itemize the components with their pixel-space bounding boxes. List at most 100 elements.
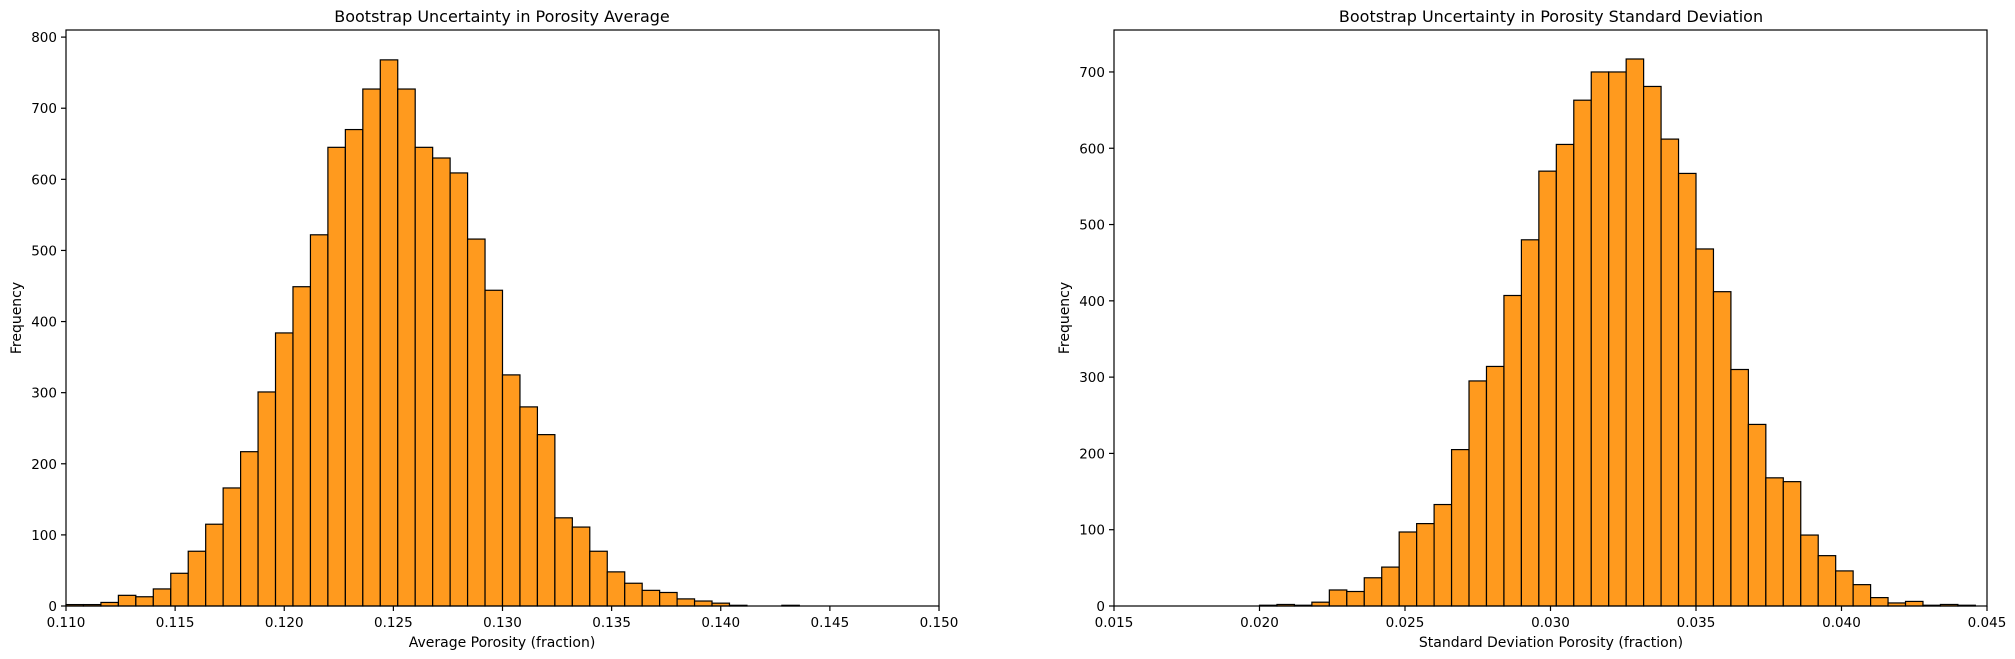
x-axis-label: Standard Deviation Porosity (fraction) [1419, 635, 1683, 651]
histogram-bar-32 [1817, 555, 1837, 607]
histogram-bar-31 [606, 571, 626, 607]
x-tick-label: 0.140 [701, 615, 740, 631]
y-tick-label: 500 [31, 243, 57, 259]
y-axis-label: Frequency [9, 282, 25, 354]
y-tick-label: 200 [31, 457, 57, 473]
x-tick-label: 0.030 [1531, 615, 1570, 631]
histogram-bar-14 [309, 234, 329, 607]
histogram-bar-23 [1660, 138, 1680, 607]
histogram-bars [1258, 58, 1976, 607]
histogram-bar-5 [1346, 590, 1365, 607]
histogram-bar-33 [1835, 570, 1854, 607]
histogram-bar-26 [1712, 291, 1732, 607]
x-tick-label: 0.020 [1240, 615, 1279, 631]
histogram-bar-25 [1695, 248, 1715, 607]
y-tick-label: 600 [1079, 141, 1105, 157]
histogram-bar-15 [327, 146, 346, 607]
y-tick-label: 300 [31, 386, 57, 402]
histogram-bar-27 [1730, 368, 1749, 607]
histogram-bar-35 [676, 598, 696, 607]
plot-area-frame [1113, 29, 1988, 607]
histogram-bar-16 [1538, 170, 1557, 607]
histogram-bar-29 [1765, 477, 1784, 607]
x-tick-label: 0.135 [592, 615, 631, 631]
histogram-bars [65, 59, 800, 607]
x-tick-label: 0.120 [265, 615, 304, 631]
y-tick-label: 400 [31, 315, 57, 331]
histogram-bar-8 [1398, 531, 1418, 607]
x-tick-label: 0.045 [1968, 615, 2007, 631]
histogram-bar-11 [257, 391, 277, 607]
histogram-bar-8 [205, 523, 224, 607]
histogram-bar-7 [187, 550, 207, 607]
histogram-bar-21 [432, 157, 451, 607]
y-tick-label: 100 [1079, 523, 1105, 539]
y-axis-label: Frequency [1057, 282, 1073, 354]
y-axis-ticks: 0 100 200 300 400 500 600 700 [1079, 65, 1114, 615]
histogram-bar-7 [1381, 566, 1400, 607]
histogram-bar-19 [1590, 71, 1610, 607]
x-tick-label: 0.040 [1822, 615, 1861, 631]
y-tick-label: 700 [31, 101, 57, 117]
histogram-bar-35 [1869, 597, 1889, 607]
histogram-bar-24 [1677, 172, 1697, 607]
histogram-bar-26 [519, 406, 539, 607]
histogram-bar-31 [1800, 534, 1819, 607]
histogram-bar-22 [449, 172, 469, 607]
y-tick-label: 100 [31, 528, 57, 544]
x-tick-label: 0.110 [47, 615, 86, 631]
histogram-bar-37 [1904, 600, 1924, 607]
histogram-bar-11 [1450, 449, 1470, 607]
x-axis-label: Average Porosity (fraction) [409, 635, 596, 651]
y-tick-label: 700 [1079, 65, 1105, 81]
chart-porosity-average: Bootstrap Uncertainty in Porosity Averag… [9, 7, 958, 651]
histogram-bar-18 [379, 59, 399, 607]
histogram-bar-15 [1520, 239, 1540, 607]
histogram-bar-28 [1747, 423, 1767, 607]
histogram-bar-17 [362, 88, 381, 607]
x-axis-ticks: 0.015 0.020 0.025 0.030 0.035 0.040 0.045 [1095, 606, 2007, 631]
histogram-bar-24 [484, 289, 504, 607]
histogram-bar-14 [1503, 294, 1522, 607]
histogram-bar-32 [624, 582, 643, 607]
histogram-bar-21 [1625, 58, 1645, 607]
histogram-bar-19 [397, 88, 416, 607]
histogram-bar-4 [135, 596, 154, 607]
histogram-bar-34 [659, 591, 678, 607]
x-tick-label: 0.115 [156, 615, 195, 631]
histogram-bar-12 [1468, 380, 1488, 607]
y-tick-label: 500 [1079, 218, 1105, 234]
y-axis-ticks: 0 100 200 300 400 500 600 700 800 [31, 30, 66, 615]
x-tick-label: 0.015 [1095, 615, 1134, 631]
histogram-bar-23 [466, 238, 486, 607]
histogram-bar-20 [1608, 71, 1627, 607]
histogram-bar-10 [1433, 503, 1453, 607]
histogram-bar-33 [641, 589, 661, 607]
histogram-bar-36 [693, 600, 713, 607]
chart-title: Bootstrap Uncertainty in Porosity Standa… [1339, 7, 1763, 26]
histogram-bar-12 [274, 332, 294, 607]
x-tick-label: 0.125 [374, 615, 413, 631]
y-tick-label: 400 [1079, 294, 1105, 310]
histogram-bar-27 [536, 434, 556, 607]
histogram-bar-30 [589, 550, 608, 607]
histogram-bar-18 [1573, 99, 1592, 607]
histogram-bar-34 [1852, 584, 1872, 607]
histogram-bar-6 [1363, 577, 1383, 607]
y-tick-label: 800 [31, 30, 57, 46]
histogram-bar-13 [1485, 365, 1505, 607]
histogram-bar-16 [344, 128, 364, 607]
x-tick-label: 0.025 [1386, 615, 1425, 631]
x-tick-label: 0.035 [1677, 615, 1716, 631]
y-tick-label: 300 [1079, 370, 1105, 386]
histogram-bar-4 [1328, 589, 1348, 607]
histogram-bar-25 [501, 374, 521, 607]
y-tick-label: 0 [1096, 599, 1105, 615]
histogram-bar-10 [240, 451, 259, 607]
histogram-bar-9 [1416, 523, 1435, 607]
histogram-bar-22 [1643, 85, 1662, 607]
histogram-bar-6 [170, 572, 189, 607]
histogram-bar-17 [1555, 143, 1575, 607]
x-tick-label: 0.130 [483, 615, 522, 631]
histogram-bar-13 [292, 286, 312, 607]
